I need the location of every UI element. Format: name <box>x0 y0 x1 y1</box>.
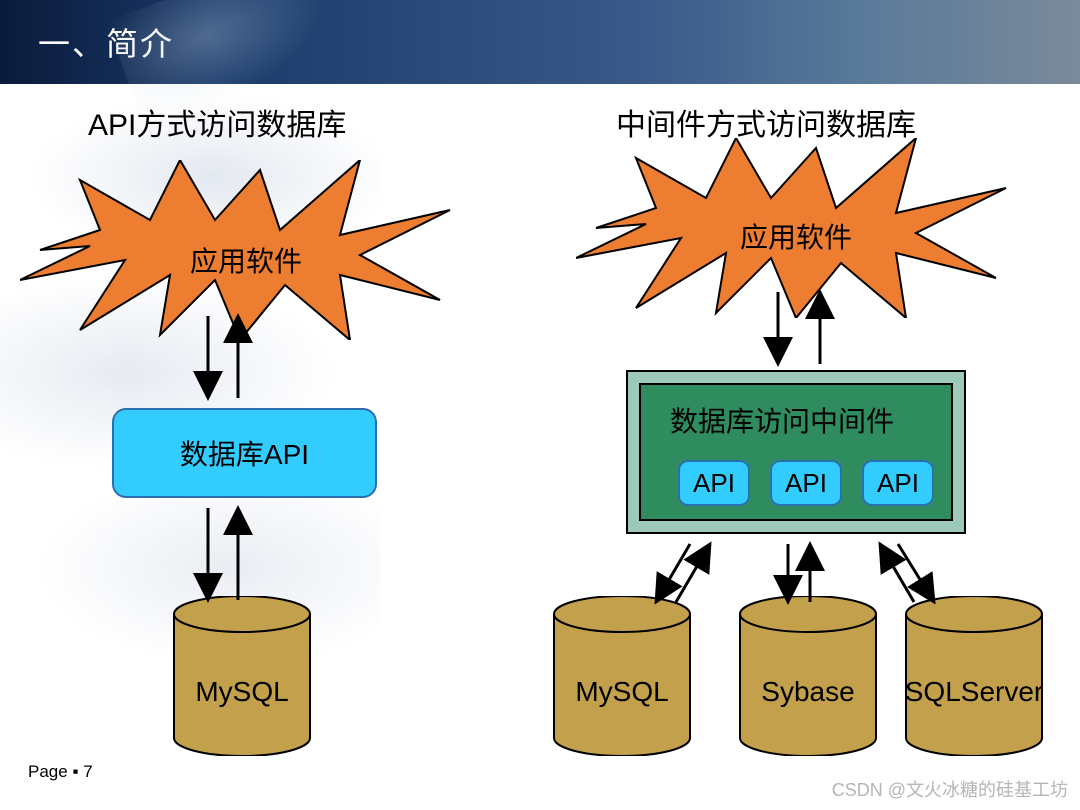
diagram-stage: API方式访问数据库 中间件方式访问数据库 应用软件 应用软件 数据库API 数… <box>0 0 1080 810</box>
page-footer: Page ▪ 7 <box>28 762 93 782</box>
arrows-layer <box>0 0 1080 810</box>
watermark: CSDN @文火冰糖的硅基工坊 <box>832 776 1068 802</box>
